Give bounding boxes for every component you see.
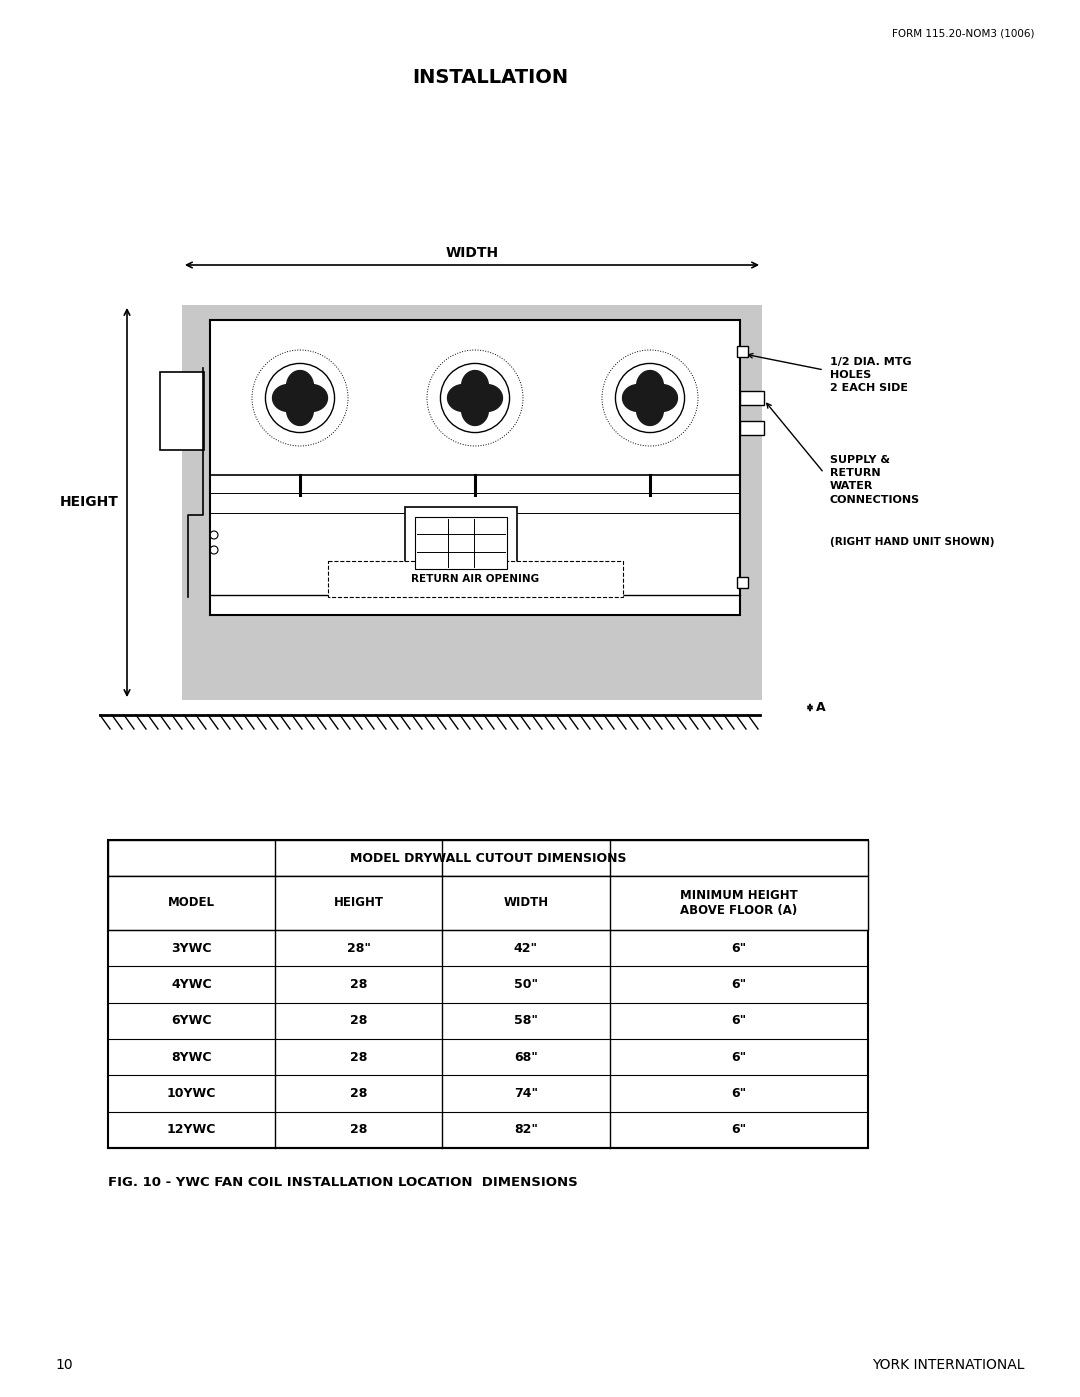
Polygon shape (636, 370, 663, 402)
Bar (415, 517, 507, 569)
Text: MODEL: MODEL (168, 897, 215, 909)
Text: RETURN AIR OPENING: RETURN AIR OPENING (411, 574, 540, 584)
Text: 6": 6" (731, 978, 746, 990)
Text: 28: 28 (350, 1087, 367, 1099)
Bar (160, 372, 204, 450)
Bar (210, 320, 740, 615)
Text: 82": 82" (514, 1123, 538, 1136)
Polygon shape (296, 384, 327, 412)
Bar (740, 420, 764, 434)
Text: MINIMUM HEIGHT
ABOVE FLOOR (A): MINIMUM HEIGHT ABOVE FLOOR (A) (680, 888, 798, 916)
Text: SUPPLY &
RETURN
WATER
CONNECTIONS: SUPPLY & RETURN WATER CONNECTIONS (831, 455, 920, 504)
Text: MODEL DRYWALL CUTOUT DIMENSIONS: MODEL DRYWALL CUTOUT DIMENSIONS (350, 852, 626, 865)
Text: 68": 68" (514, 1051, 538, 1063)
Text: 6": 6" (731, 1087, 746, 1099)
Text: 28: 28 (350, 1014, 367, 1027)
Text: 28: 28 (350, 978, 367, 990)
Text: 6YWC: 6YWC (172, 1014, 212, 1027)
Text: 50": 50" (514, 978, 538, 990)
Bar (108, 876, 868, 930)
Text: FIG. 10 - YWC FAN COIL INSTALLATION LOCATION  DIMENSIONS: FIG. 10 - YWC FAN COIL INSTALLATION LOCA… (108, 1176, 578, 1189)
Polygon shape (471, 384, 502, 412)
Polygon shape (622, 384, 653, 412)
Bar (328, 562, 623, 597)
Text: WIDTH: WIDTH (503, 897, 549, 909)
Text: 28": 28" (347, 942, 370, 954)
Text: 12YWC: 12YWC (167, 1123, 216, 1136)
Polygon shape (447, 384, 478, 412)
Polygon shape (272, 384, 303, 412)
Polygon shape (461, 394, 488, 426)
Polygon shape (461, 370, 488, 402)
Polygon shape (636, 394, 663, 426)
Text: 10: 10 (55, 1358, 72, 1372)
Text: 6": 6" (731, 1123, 746, 1136)
Text: 3YWC: 3YWC (172, 942, 212, 954)
Text: 6": 6" (731, 1051, 746, 1063)
Bar (405, 507, 517, 578)
Polygon shape (286, 394, 313, 426)
Text: 6": 6" (731, 942, 746, 954)
Bar (108, 840, 868, 1148)
Text: 74": 74" (514, 1087, 538, 1099)
Text: 58": 58" (514, 1014, 538, 1027)
Text: 4YWC: 4YWC (172, 978, 212, 990)
Polygon shape (646, 384, 677, 412)
Text: HEIGHT: HEIGHT (60, 496, 119, 510)
Text: 10YWC: 10YWC (167, 1087, 216, 1099)
Bar (737, 577, 748, 588)
Text: YORK INTERNATIONAL: YORK INTERNATIONAL (873, 1358, 1025, 1372)
Text: 28: 28 (350, 1051, 367, 1063)
Text: (RIGHT HAND UNIT SHOWN): (RIGHT HAND UNIT SHOWN) (831, 536, 995, 548)
Text: A: A (816, 701, 825, 714)
Text: WIDTH: WIDTH (445, 246, 499, 260)
Text: 8YWC: 8YWC (172, 1051, 212, 1063)
Text: FORM 115.20-NOM3 (1006): FORM 115.20-NOM3 (1006) (892, 28, 1035, 38)
Bar (740, 391, 764, 405)
Bar (108, 840, 868, 876)
Text: 1/2 DIA. MTG
HOLES
2 EACH SIDE: 1/2 DIA. MTG HOLES 2 EACH SIDE (831, 358, 912, 394)
Text: 28: 28 (350, 1123, 367, 1136)
Bar (183, 305, 762, 700)
Text: HEIGHT: HEIGHT (334, 897, 383, 909)
Polygon shape (286, 370, 313, 402)
Text: 6": 6" (731, 1014, 746, 1027)
Text: INSTALLATION: INSTALLATION (411, 68, 568, 87)
Text: 42": 42" (514, 942, 538, 954)
Bar (737, 346, 748, 358)
